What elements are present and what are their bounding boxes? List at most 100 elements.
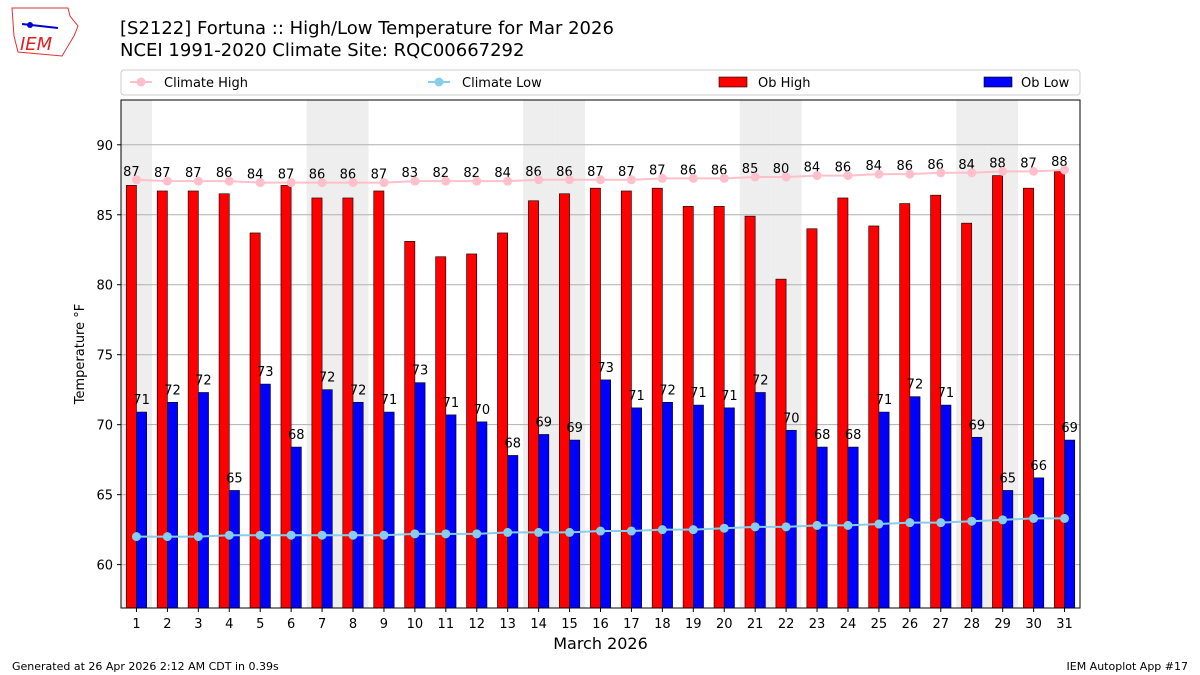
x-tick-label: 10 bbox=[407, 617, 424, 632]
ob-low-bar bbox=[136, 411, 147, 609]
climate-low-point bbox=[936, 518, 946, 528]
climate-high-point bbox=[379, 178, 389, 188]
x-tick-label: 25 bbox=[871, 617, 888, 632]
climate-low-point bbox=[410, 529, 420, 539]
ob-low-bar bbox=[352, 401, 364, 609]
ob-high-bar bbox=[404, 241, 416, 609]
ob-high-bar bbox=[528, 200, 539, 609]
ob-high-bar bbox=[589, 187, 601, 609]
climate-low-point bbox=[565, 527, 575, 537]
ob-low-bar bbox=[290, 446, 302, 609]
ob-low-bar bbox=[631, 407, 642, 609]
x-tick-label: 23 bbox=[809, 617, 826, 632]
ob-low-label: 66 bbox=[1030, 459, 1047, 474]
climate-high-point bbox=[812, 171, 822, 181]
legend-marker bbox=[136, 77, 146, 87]
ob-low-label: 72 bbox=[164, 383, 181, 398]
svg-text:IEM: IEM bbox=[20, 34, 53, 55]
ob-low-label: 71 bbox=[443, 396, 460, 411]
climate-high-point bbox=[410, 176, 420, 186]
climate-low-point bbox=[286, 530, 296, 540]
ob-low-label: 65 bbox=[226, 471, 243, 486]
climate-low-point bbox=[626, 526, 636, 536]
ob-low-label: 71 bbox=[938, 386, 955, 401]
climate-high-point bbox=[131, 175, 141, 185]
ob-low-bar bbox=[1002, 490, 1014, 609]
ob-high-bar bbox=[899, 203, 911, 609]
ob-high-bar bbox=[837, 197, 849, 609]
x-tick-label: 7 bbox=[318, 617, 326, 632]
climate-low-point bbox=[348, 530, 358, 540]
climate-high-point bbox=[162, 176, 172, 186]
climate-low-point bbox=[193, 532, 203, 542]
x-tick-label: 17 bbox=[623, 617, 640, 632]
ob-low-label: 68 bbox=[288, 428, 305, 443]
ob-low-label: 73 bbox=[597, 361, 614, 376]
x-tick-label: 13 bbox=[499, 617, 516, 632]
ob-low-label: 71 bbox=[721, 389, 738, 404]
ob-high-bar bbox=[992, 175, 1003, 609]
climate-low-point bbox=[874, 519, 884, 529]
y-axis-label: Temperature °F bbox=[73, 304, 88, 405]
ob-low-label: 68 bbox=[845, 428, 862, 443]
climate-low-point bbox=[657, 525, 667, 535]
footer-app: IEM Autoplot App #17 bbox=[1066, 660, 1189, 673]
x-axis-label: March 2026 bbox=[553, 634, 648, 653]
ob-high-bar bbox=[311, 197, 323, 609]
ob-high-bar bbox=[744, 215, 756, 609]
ob-low-label: 72 bbox=[195, 373, 212, 388]
ob-low-bar bbox=[259, 383, 271, 609]
x-tick-label: 6 bbox=[287, 617, 295, 632]
climate-high-point bbox=[596, 175, 605, 185]
climate-low-point bbox=[379, 530, 389, 540]
climate-high-point bbox=[534, 175, 544, 185]
ob-low-bar bbox=[1033, 477, 1045, 609]
ob-low-bar bbox=[600, 379, 612, 609]
climate-low-point bbox=[255, 530, 265, 540]
climate-high-point bbox=[1060, 165, 1070, 175]
climate-high-point bbox=[503, 176, 513, 186]
ob-high-bar bbox=[156, 190, 168, 609]
ob-low-label: 69 bbox=[969, 418, 986, 433]
y-tick-label: 85 bbox=[96, 209, 113, 224]
climate-high-point bbox=[967, 168, 977, 178]
climate-high-point bbox=[255, 178, 265, 188]
ob-high-bar bbox=[249, 232, 261, 609]
ob-high-bar bbox=[1054, 171, 1065, 609]
ob-high-bar bbox=[682, 206, 694, 609]
y-tick-label: 75 bbox=[96, 349, 113, 364]
climate-high-point bbox=[626, 175, 636, 185]
footer-generated: Generated at 26 Apr 2026 2:12 AM CDT in … bbox=[12, 660, 279, 673]
climate-low-point bbox=[317, 530, 327, 540]
y-tick-label: 80 bbox=[96, 279, 113, 294]
chart-subtitle: NCEI 1991-2020 Climate Site: RQC00667292 bbox=[120, 40, 525, 61]
x-tick-label: 21 bbox=[747, 617, 764, 632]
y-tick-label: 65 bbox=[96, 489, 113, 504]
ob-low-bar bbox=[198, 392, 209, 609]
ob-low-label: 71 bbox=[628, 389, 645, 404]
ob-low-bar bbox=[878, 411, 890, 609]
x-tick-label: 4 bbox=[225, 617, 233, 632]
ob-low-bar bbox=[538, 434, 550, 609]
ob-high-bar bbox=[961, 222, 973, 609]
iem-logo: IEM bbox=[11, 7, 79, 57]
x-tick-label: 19 bbox=[685, 617, 702, 632]
x-tick-label: 8 bbox=[349, 617, 357, 632]
ob-high-bar bbox=[342, 197, 354, 609]
ob-low-bar bbox=[723, 407, 735, 609]
ob-low-bar bbox=[662, 401, 673, 609]
climate-low-point bbox=[812, 520, 822, 530]
ob-high-bar bbox=[466, 253, 478, 609]
ob-low-bar bbox=[383, 411, 395, 609]
climate-high-point bbox=[874, 169, 884, 179]
x-tick-label: 28 bbox=[963, 617, 980, 632]
climate-high-point bbox=[998, 166, 1008, 176]
climate-high-point bbox=[657, 173, 667, 183]
ob-low-label: 69 bbox=[535, 415, 552, 430]
x-tick-label: 14 bbox=[530, 617, 547, 632]
ob-low-bar bbox=[569, 439, 581, 609]
climate-low-point bbox=[719, 523, 729, 533]
x-tick-label: 26 bbox=[902, 617, 919, 632]
legend-marker bbox=[434, 77, 444, 87]
x-tick-label: 30 bbox=[1025, 617, 1042, 632]
